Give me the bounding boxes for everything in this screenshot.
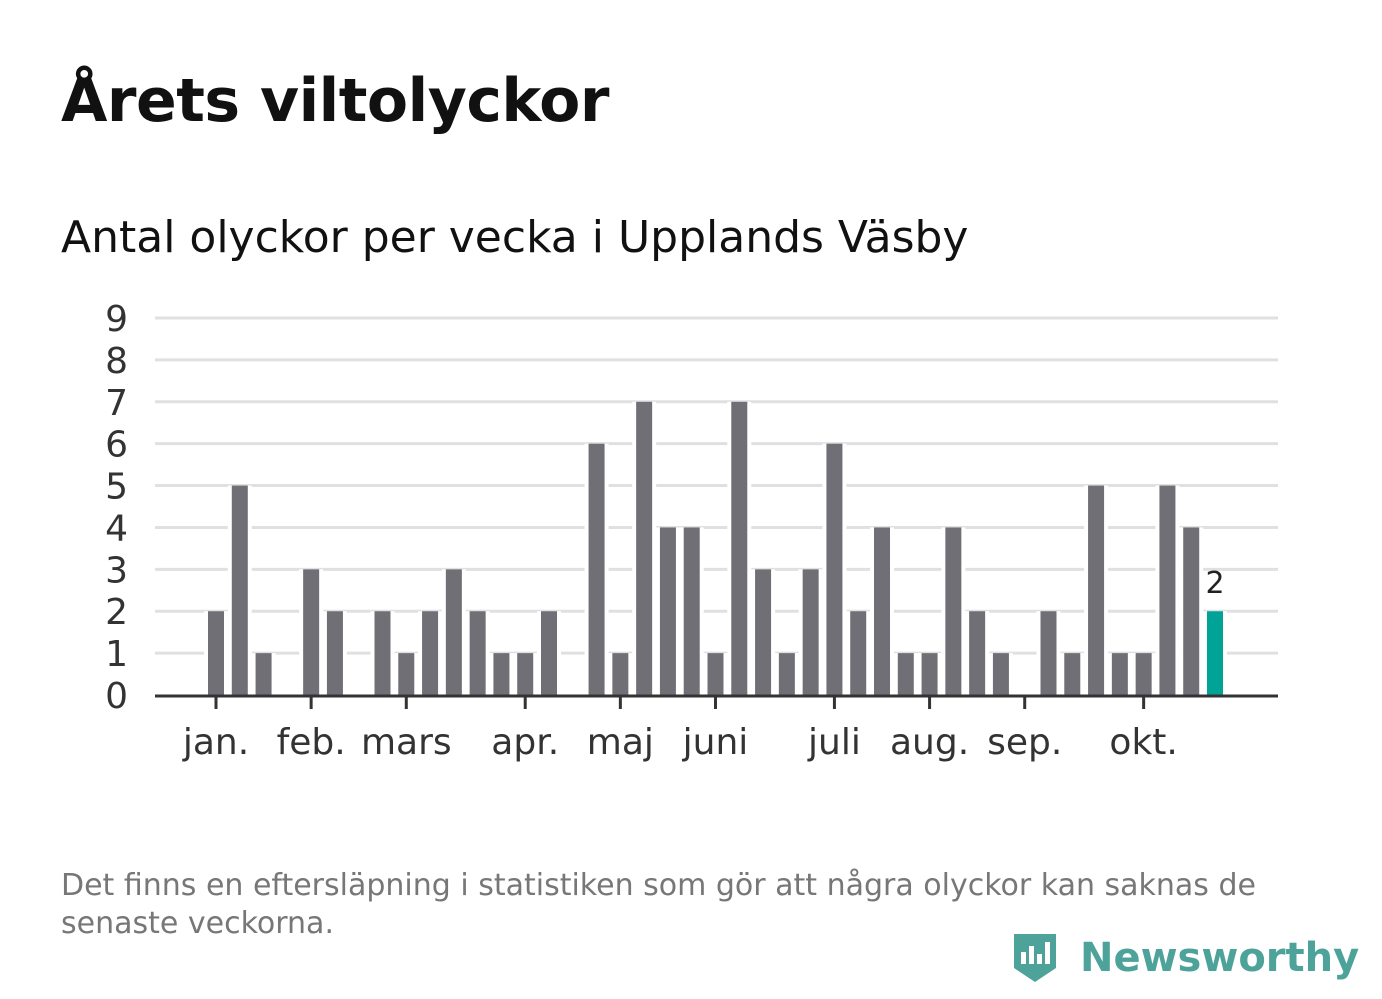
bar [683,527,700,695]
x-tick-label: feb. [277,722,346,763]
x-tick-label: jan. [182,722,249,763]
bar [778,653,795,695]
x-tick-label: sep. [987,722,1062,763]
y-tick-label: 8 [105,341,128,382]
bar [874,527,890,695]
chart-subtitle: Antal olyckor per vecka i Upplands Väsby [61,212,969,263]
bar [1111,653,1128,695]
y-tick-label: 4 [105,508,128,549]
bar [1064,653,1081,695]
bar [469,611,486,695]
data-label: 2 [1205,566,1224,601]
bar [255,653,272,695]
bar [612,653,629,695]
bar [326,611,343,695]
x-tick-label: apr. [491,722,559,763]
bar [1040,611,1057,695]
newsworthy-logo: Newsworthy [1012,932,1359,984]
bar [945,527,962,695]
footnote: Det finns en eftersläpning i statistiken… [61,868,1256,941]
bar [897,653,914,695]
bar [208,611,224,695]
logo-text: Newsworthy [1080,935,1360,981]
x-tick-label: aug. [890,722,969,763]
x-tick-label: mars [361,722,452,763]
bar [921,653,938,695]
bar-highlight [1207,611,1223,695]
bar [992,653,1009,695]
bar [1159,485,1176,695]
bar [541,611,557,695]
bar [588,443,605,695]
y-tick-label: 7 [105,383,128,424]
y-tick-label: 5 [105,467,128,508]
page-title: Årets viltolyckor [61,66,610,136]
bar [659,527,676,695]
y-tick-label: 0 [105,676,128,717]
bar [231,485,248,695]
bar [374,611,391,695]
x-tick-label: okt. [1109,722,1177,763]
x-tick-label: juni [682,722,749,763]
y-tick-label: 3 [105,550,128,591]
bar [398,653,415,695]
bar [755,569,772,695]
bar [1088,485,1105,695]
bar [802,569,819,695]
bar [850,611,867,695]
bar [826,443,843,695]
bar [493,653,510,695]
bar [445,569,462,695]
bar [969,611,986,695]
y-tick-label: 1 [105,634,128,675]
x-tick-label: juli [807,722,861,763]
bar [1135,653,1152,695]
x-tick-label: maj [587,722,654,763]
bar [636,401,653,695]
bar [422,611,439,695]
bar [707,653,724,695]
y-tick-label: 9 [105,299,128,340]
bar [731,401,748,695]
y-tick-label: 6 [105,425,128,466]
newsworthy-logo-icon [1014,934,1056,982]
bar [1183,527,1200,695]
y-tick-label: 2 [105,592,128,633]
bar [517,653,534,695]
bar [303,569,320,695]
